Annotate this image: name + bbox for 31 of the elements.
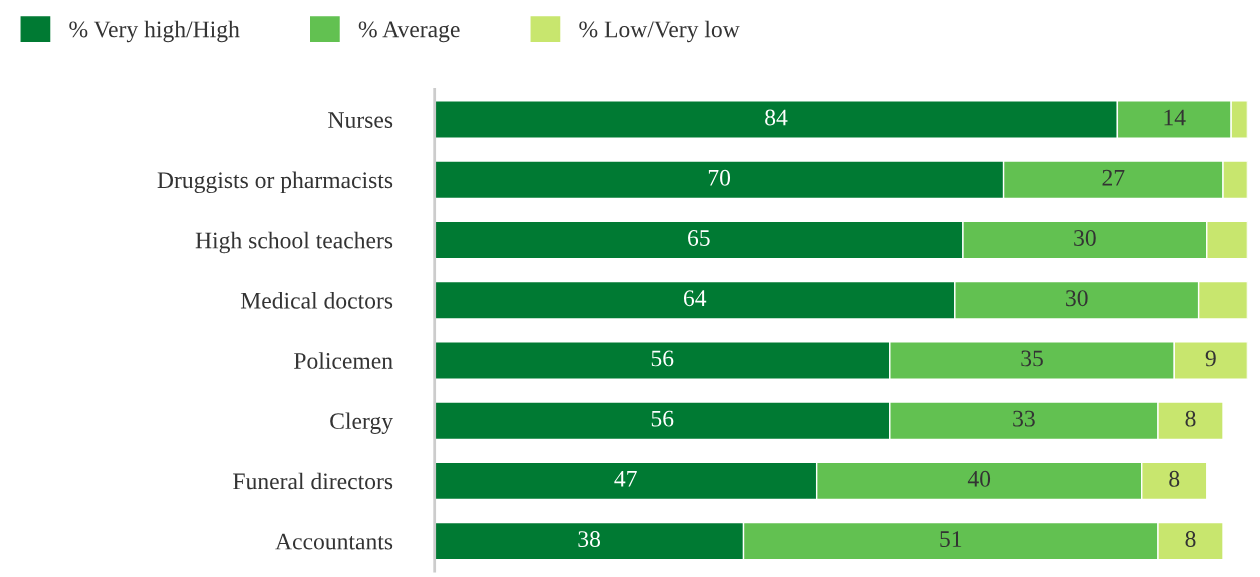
data-label: 35 bbox=[1021, 350, 1043, 367]
data-label: 30 bbox=[1066, 290, 1088, 307]
data-label: 9 bbox=[1205, 350, 1216, 367]
y-tick-label: Medical doctors bbox=[240, 292, 393, 309]
data-label: 64 bbox=[683, 290, 707, 307]
y-tick-label: Policemen bbox=[294, 352, 393, 369]
data-label: 8 bbox=[1185, 531, 1196, 548]
data-label: 84 bbox=[765, 109, 788, 126]
data-label: 38 bbox=[578, 531, 601, 548]
y-tick-label: Druggists or pharmacists bbox=[157, 171, 393, 194]
y-tick-label: High school teachers bbox=[195, 231, 393, 254]
data-label: 30 bbox=[1074, 229, 1096, 246]
legend-label: % Average bbox=[358, 21, 460, 43]
data-label: 8 bbox=[1169, 470, 1180, 487]
y-tick-label: Clergy bbox=[330, 412, 393, 434]
data-label: 47 bbox=[614, 471, 637, 487]
legend-label: % Low/Very low bbox=[579, 20, 740, 43]
y-tick-label: Accountants bbox=[275, 533, 393, 550]
y-tick-label: Nurses bbox=[328, 112, 393, 128]
legend-label: % Very high/High bbox=[69, 20, 240, 43]
data-label: 8 bbox=[1185, 410, 1196, 427]
data-label: 40 bbox=[967, 470, 991, 487]
data-label: 27 bbox=[1102, 169, 1125, 186]
data-label: 56 bbox=[651, 410, 674, 427]
data-label: 14 bbox=[1164, 109, 1186, 126]
y-tick-label: Funeral directors bbox=[233, 472, 393, 490]
data-label: 51 bbox=[940, 531, 962, 548]
data-label: 65 bbox=[688, 230, 710, 246]
data-label: 33 bbox=[1013, 410, 1035, 427]
data-label: 70 bbox=[708, 169, 731, 186]
data-label: 56 bbox=[651, 350, 674, 367]
